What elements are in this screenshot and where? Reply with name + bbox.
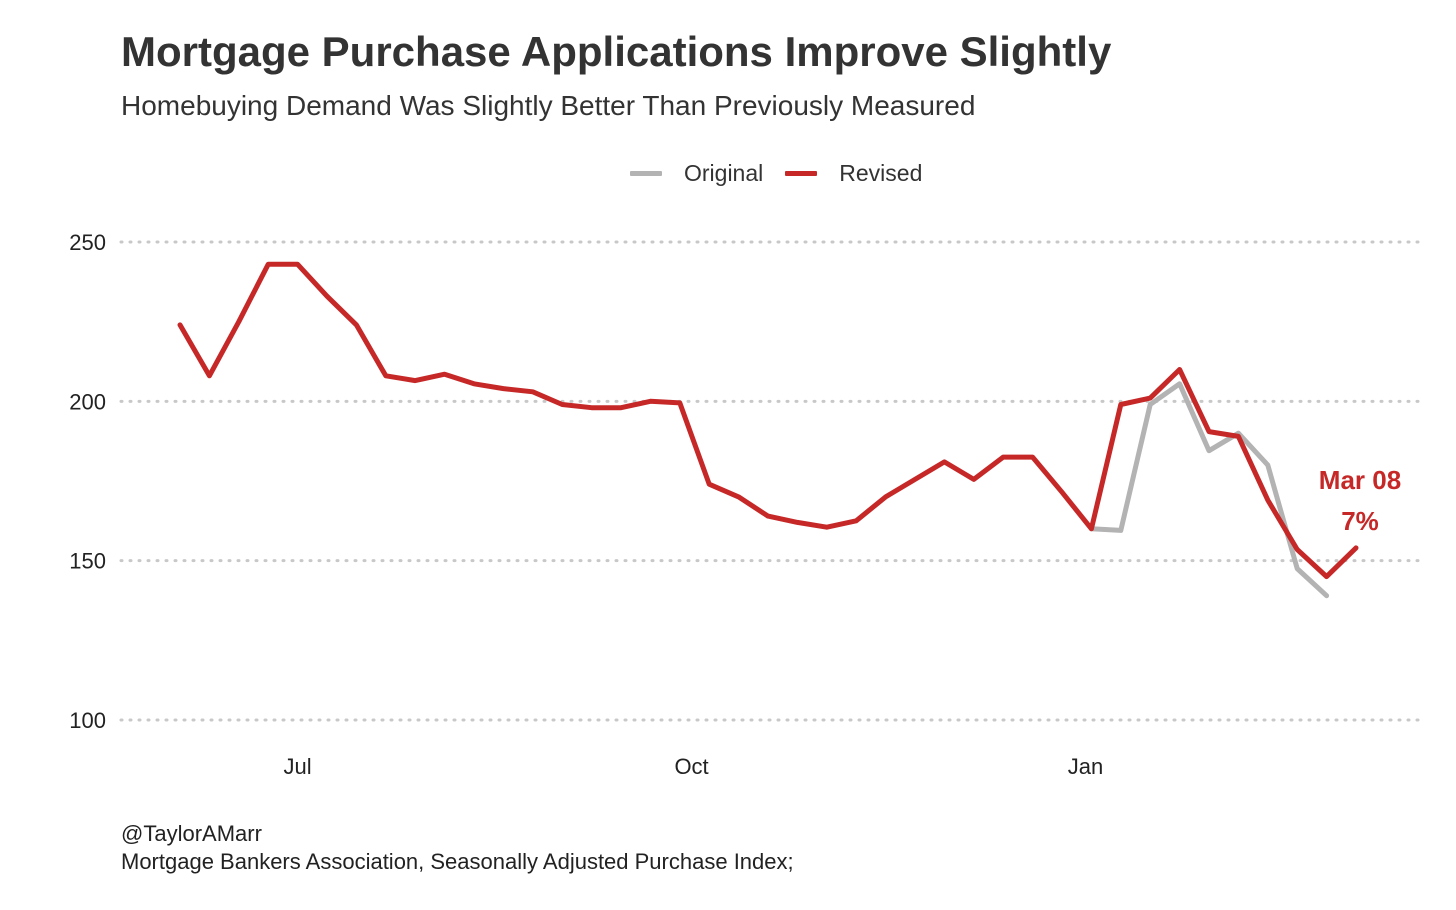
series-line-original xyxy=(1088,381,1330,599)
chart-subtitle: Homebuying Demand Was Slightly Better Th… xyxy=(121,90,976,121)
y-tick-label-200: 200 xyxy=(69,389,106,414)
legend-label-original: Original xyxy=(684,160,764,186)
legend: Original Revised xyxy=(630,160,944,187)
legend-label-revised: Revised xyxy=(839,160,923,186)
series-line-revised xyxy=(177,261,1359,580)
y-tick-label-250: 250 xyxy=(69,230,106,255)
x-tick-label-jan: Jan xyxy=(1068,754,1103,779)
x-tick-label-oct: Oct xyxy=(674,754,708,779)
legend-swatch-original xyxy=(630,171,662,176)
y-tick-label-100: 100 xyxy=(69,708,106,733)
annotation-date: Mar 08 xyxy=(1319,465,1401,495)
annotation-percent: 7% xyxy=(1341,506,1379,536)
x-tick-label-jul: Jul xyxy=(284,754,312,779)
chart-title: Mortgage Purchase Applications Improve S… xyxy=(121,28,1112,75)
legend-item-revised: Revised xyxy=(785,160,922,187)
caption: @TaylorAMarr Mortgage Bankers Associatio… xyxy=(121,820,794,876)
legend-item-original: Original xyxy=(630,160,763,187)
caption-source: Mortgage Bankers Association, Seasonally… xyxy=(121,849,794,874)
caption-author: @TaylorAMarr xyxy=(121,821,262,846)
legend-swatch-revised xyxy=(785,171,818,176)
y-tick-label-150: 150 xyxy=(69,549,106,574)
